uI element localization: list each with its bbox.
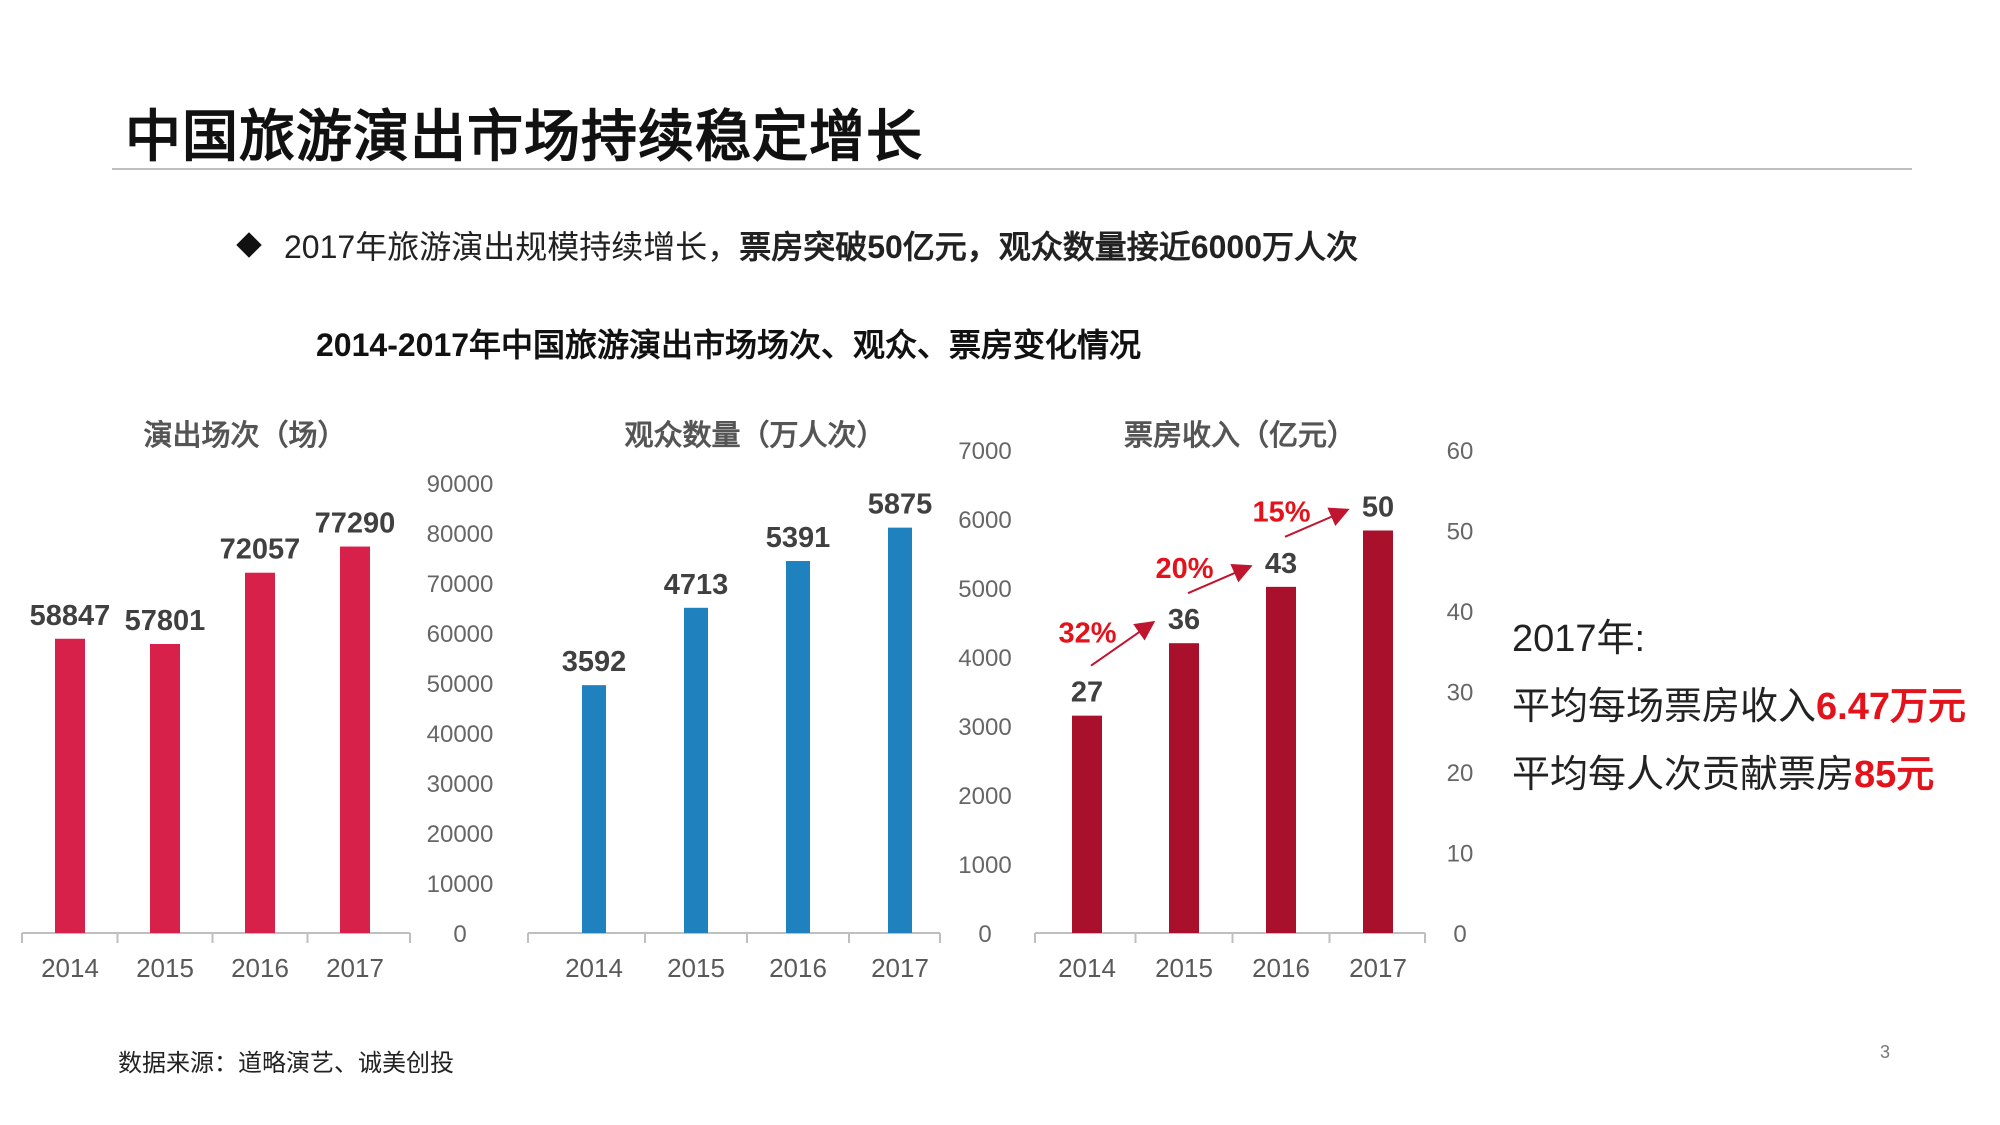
x-tick-label: 2014 bbox=[41, 953, 99, 983]
y-tick-label: 30 bbox=[1447, 680, 1474, 707]
key-finding-highlight: 票房突破50亿元，观众数量接近6000万人次 bbox=[739, 229, 1358, 265]
y-tick-label: 50 bbox=[1447, 519, 1474, 546]
bar bbox=[1266, 586, 1296, 933]
x-tick-label: 2016 bbox=[769, 953, 827, 983]
data-label: 4713 bbox=[664, 569, 729, 601]
growth-label: 32% bbox=[1058, 617, 1116, 649]
x-tick-label: 2017 bbox=[326, 953, 384, 983]
growth-arrow bbox=[1187, 564, 1253, 595]
y-tick-label: 7000 bbox=[958, 438, 1011, 465]
data-label: 5391 bbox=[766, 522, 831, 554]
x-tick-label: 2017 bbox=[871, 953, 929, 983]
growth-label: 20% bbox=[1155, 553, 1213, 585]
summary-line-per-show: 平均每场票房收入6.47万元 bbox=[1512, 673, 1966, 741]
y-tick-label: 60000 bbox=[427, 621, 494, 648]
bar bbox=[55, 638, 85, 933]
bar bbox=[786, 561, 810, 933]
bar bbox=[1363, 530, 1393, 933]
y-tick-label: 80000 bbox=[427, 521, 494, 548]
x-tick-label: 2015 bbox=[136, 953, 194, 983]
y-tick-label: 3000 bbox=[958, 714, 1011, 741]
chart-group-title: 2014-2017年中国旅游演出市场场次、观众、票房变化情况 bbox=[316, 327, 1142, 363]
summary-year: 2017年: bbox=[1512, 618, 1646, 660]
x-tick-label: 2015 bbox=[1155, 953, 1213, 983]
chart-title: 演出场次（场） bbox=[143, 419, 346, 452]
page-title: 中国旅游演出市场持续稳定增长 bbox=[125, 105, 923, 168]
data-label: 5875 bbox=[868, 489, 933, 521]
bar bbox=[1072, 715, 1102, 933]
y-tick-label: 70000 bbox=[427, 571, 494, 598]
y-tick-label: 0 bbox=[453, 921, 466, 948]
y-tick-label: 4000 bbox=[958, 645, 1011, 672]
growth-arrow bbox=[1284, 507, 1350, 538]
data-label: 77290 bbox=[315, 508, 396, 540]
x-tick-label: 2014 bbox=[1058, 953, 1116, 983]
bar bbox=[340, 546, 370, 933]
bar bbox=[684, 607, 708, 933]
y-tick-label: 6000 bbox=[958, 507, 1011, 534]
data-label: 50 bbox=[1362, 492, 1394, 524]
summary-box: 2017年: 平均每场票房收入6.47万元 平均每人次贡献票房85元 bbox=[1512, 605, 1966, 809]
data-label: 58847 bbox=[30, 600, 111, 632]
page-number: 3 bbox=[1880, 1042, 1891, 1062]
x-tick-label: 2016 bbox=[231, 953, 289, 983]
y-tick-label: 20 bbox=[1447, 760, 1474, 787]
x-tick-label: 2016 bbox=[1252, 953, 1310, 983]
summary-line-per-person: 平均每人次贡献票房85元 bbox=[1512, 741, 1966, 809]
summary-per-person-value: 85元 bbox=[1854, 754, 1935, 796]
bar bbox=[582, 685, 606, 933]
bar bbox=[1169, 643, 1199, 933]
summary-per-show-label: 平均每场票房收入 bbox=[1512, 686, 1817, 728]
bar bbox=[245, 572, 275, 933]
summary-per-person-label: 平均每人次贡献票房 bbox=[1512, 754, 1855, 796]
chart-title: 票房收入（亿元） bbox=[1124, 419, 1356, 452]
y-tick-label: 20000 bbox=[427, 821, 494, 848]
y-tick-label: 0 bbox=[978, 921, 991, 948]
key-finding: 2017年旅游演出规模持续增长，票房突破50亿元，观众数量接近6000万人次 bbox=[236, 222, 1358, 268]
y-tick-label: 10000 bbox=[427, 871, 494, 898]
y-tick-label: 5000 bbox=[958, 576, 1011, 603]
y-tick-label: 0 bbox=[1453, 921, 1466, 948]
data-label: 43 bbox=[1265, 548, 1297, 580]
y-tick-label: 30000 bbox=[427, 771, 494, 798]
key-finding-text: 2017年旅游演出规模持续增长， bbox=[284, 229, 740, 265]
x-tick-label: 2017 bbox=[1349, 953, 1407, 983]
data-label: 57801 bbox=[125, 605, 206, 637]
x-tick-label: 2014 bbox=[565, 953, 623, 983]
title-divider bbox=[112, 168, 1912, 170]
y-tick-label: 50000 bbox=[427, 671, 494, 698]
growth-label: 15% bbox=[1252, 497, 1310, 529]
y-tick-label: 90000 bbox=[427, 471, 494, 498]
summary-per-show-value: 6.47万元 bbox=[1816, 686, 1966, 728]
data-label: 3592 bbox=[562, 646, 627, 678]
y-tick-label: 10 bbox=[1447, 841, 1474, 868]
y-tick-label: 40000 bbox=[427, 721, 494, 748]
y-tick-label: 40 bbox=[1447, 599, 1474, 626]
bar bbox=[150, 643, 180, 933]
data-label: 27 bbox=[1071, 677, 1103, 709]
chart-title: 观众数量（万人次） bbox=[624, 419, 885, 452]
growth-arrow bbox=[1090, 620, 1156, 667]
data-source: 数据来源：道略演艺、诚美创投 bbox=[118, 1050, 454, 1077]
y-tick-label: 1000 bbox=[958, 852, 1011, 879]
data-label: 36 bbox=[1168, 604, 1200, 636]
y-tick-label: 2000 bbox=[958, 783, 1011, 810]
data-label: 72057 bbox=[220, 534, 301, 566]
y-tick-label: 60 bbox=[1447, 438, 1474, 465]
x-tick-label: 2015 bbox=[667, 953, 725, 983]
bar bbox=[888, 527, 912, 933]
